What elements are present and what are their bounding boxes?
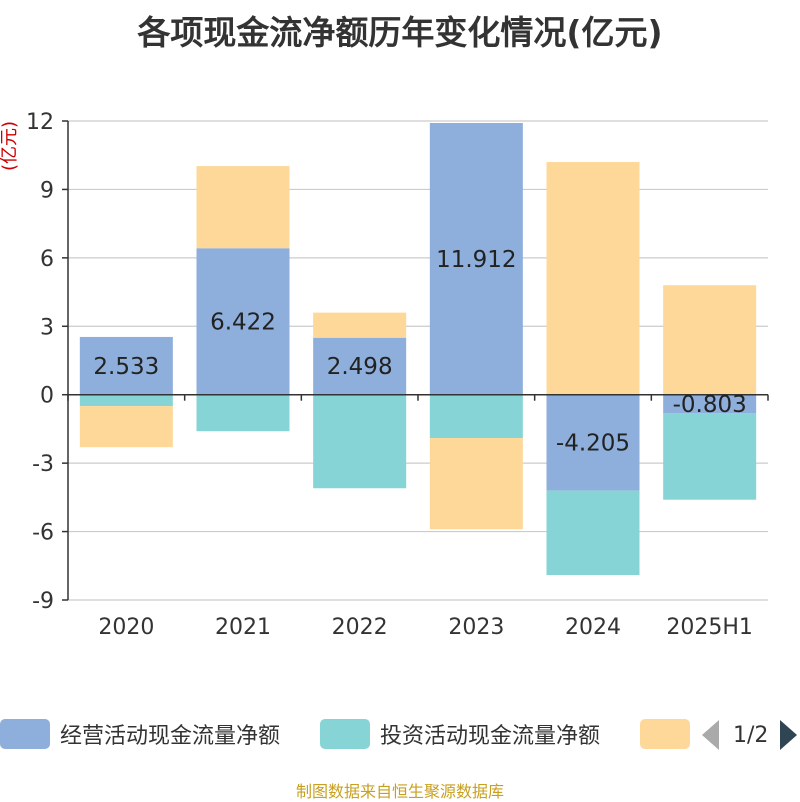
bar-operating-2023 (429, 123, 523, 395)
data-label: 2.498 (327, 354, 393, 380)
y-tick-label: 9 (40, 178, 54, 203)
legend-swatch-operating (0, 719, 50, 749)
bar-financing-2020 (79, 406, 173, 448)
bar-operating-2020 (79, 336, 173, 395)
x-tick-label: 2025H1 (666, 615, 753, 640)
chart-title: 各项现金流净额历年变化情况(亿元) (137, 13, 663, 52)
data-label: 11.912 (436, 247, 516, 273)
bar-operating-2025H1 (663, 394, 757, 414)
legend-item-operating[interactable]: 经营活动现金流量净额 (0, 716, 280, 752)
bar-financing-2023 (429, 438, 523, 530)
y-tick-label: 3 (40, 315, 54, 340)
x-tick-label: 2022 (332, 615, 388, 640)
y-axis-label: (亿元) (0, 121, 20, 171)
data-label: -0.803 (673, 392, 747, 418)
legend-swatch-investing (320, 719, 370, 749)
data-label: 6.422 (210, 309, 276, 335)
pager-prev-icon[interactable] (702, 720, 719, 750)
bar-investing-2020 (79, 394, 173, 407)
data-label: 2.533 (93, 354, 159, 380)
legend-item-financing[interactable] (640, 716, 690, 752)
bar-operating-2021 (196, 248, 290, 395)
bar-investing-2022 (313, 394, 407, 489)
chart-area: 12 9 6 3 0 -3 -6 -9 (亿元) 2020 2021 2022 2023 2024 2025… (0, 110, 769, 640)
legend-label-investing: 投资活动现金流量净额 (380, 724, 601, 749)
grid-lines (68, 120, 768, 601)
bars (79, 123, 757, 576)
bar-operating-2022 (313, 337, 407, 395)
y-tick-label: -6 (32, 521, 54, 546)
x-tick-label: 2020 (98, 615, 154, 640)
y-tick-label: 0 (40, 384, 54, 409)
data-labels: 2.533 6.422 2.498 11.912 -4.205 -0.803 (93, 247, 746, 457)
bar-financing-2025H1 (663, 285, 757, 395)
legend-pager: 1/2 (702, 718, 798, 752)
x-tick-label: 2023 (448, 615, 504, 640)
bar-investing-2021 (196, 394, 290, 432)
y-tick-label: -3 (32, 452, 54, 477)
bar-investing-2024 (546, 490, 640, 576)
bar-operating-2024 (546, 394, 640, 491)
legend: 经营活动现金流量净额 投资活动现金流量净额 (0, 716, 800, 756)
y-tick-label: 12 (26, 110, 54, 135)
pager-text: 1/2 (733, 722, 769, 748)
x-tick-label: 2021 (215, 615, 271, 640)
legend-item-investing[interactable]: 投资活动现金流量净额 (320, 716, 600, 752)
legend-label-operating: 经营活动现金流量净额 (60, 724, 281, 749)
bar-financing-2022 (313, 312, 407, 338)
source-note: 制图数据来自恒生聚源数据库 (295, 782, 504, 801)
y-tick-label: -9 (32, 589, 54, 614)
bar-investing-2023 (429, 394, 523, 439)
axes: 12 9 6 3 0 -3 -6 -9 (亿元) 2020 2021 2022 2023 2024 2025… (0, 110, 769, 640)
y-tick-label: 6 (40, 247, 54, 272)
bar-investing-2025H1 (663, 413, 757, 500)
x-tick-label: 2024 (565, 615, 621, 640)
legend-swatch-financing (640, 719, 690, 749)
data-label: -4.205 (556, 431, 630, 457)
pager-next-icon[interactable] (780, 720, 798, 750)
bar-financing-2021 (196, 166, 290, 249)
bar-financing-2024 (546, 162, 640, 395)
